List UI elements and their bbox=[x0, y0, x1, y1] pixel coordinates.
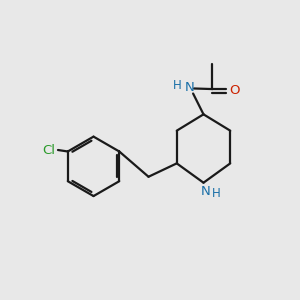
Text: N: N bbox=[184, 81, 194, 94]
Text: N: N bbox=[201, 184, 211, 197]
Text: H: H bbox=[173, 79, 182, 92]
Text: H: H bbox=[212, 187, 220, 200]
Text: O: O bbox=[230, 84, 240, 97]
Text: Cl: Cl bbox=[43, 143, 56, 157]
